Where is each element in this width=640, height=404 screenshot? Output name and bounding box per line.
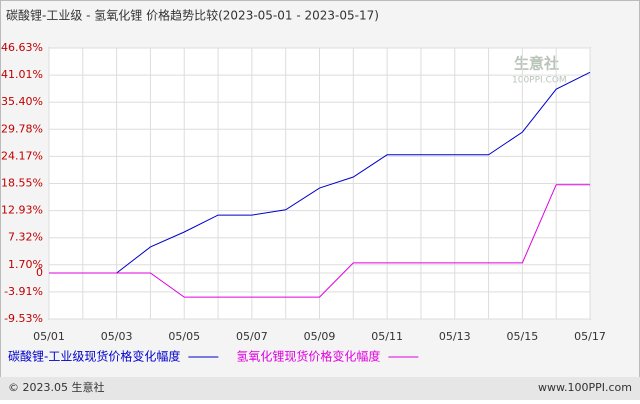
y-tick-label: 46.63% <box>1 41 43 54</box>
y-tick-label: 12.93% <box>1 204 43 217</box>
y-tick-label: 0 <box>36 266 43 279</box>
x-tick-label: 05/15 <box>507 330 539 343</box>
x-tick-label: 05/13 <box>439 330 471 343</box>
y-tick-label: 24.17% <box>1 149 43 162</box>
x-tick-label: 05/09 <box>304 330 336 343</box>
y-tick-label: 1.70% <box>8 258 43 271</box>
chart-title: 碳酸锂-工业级 - 氢氧化锂 价格趋势比较(2023-05-01 - 2023-… <box>6 8 379 23</box>
y-tick-label: 41.01% <box>1 68 43 81</box>
series-line <box>49 71 591 274</box>
x-tick-label: 05/07 <box>236 330 268 343</box>
watermark: 生意社 <box>514 55 559 73</box>
x-tick-label: 05/01 <box>33 330 65 343</box>
x-tick-label: 05/05 <box>168 330 200 343</box>
footer-text: www.100PPI.com <box>538 381 632 394</box>
x-tick-label: 05/11 <box>371 330 403 343</box>
y-tick-label: -3.91% <box>4 285 43 298</box>
y-tick-label: 29.78% <box>1 122 43 135</box>
y-tick-label: 7.32% <box>8 231 43 244</box>
y-tick-label: -9.53% <box>4 312 43 325</box>
footer-bar <box>0 377 640 400</box>
x-tick-label: 05/03 <box>101 330 133 343</box>
y-tick-label: 18.55% <box>1 177 43 190</box>
legend-label: 氢氧化锂现货价格变化幅度 <box>236 349 380 364</box>
x-tick-label: 05/17 <box>574 330 606 343</box>
legend-label: 碳酸锂-工业级现货价格变化幅度 <box>8 349 180 364</box>
y-tick-label: 35.40% <box>1 95 43 108</box>
watermark: 100PPI.COM <box>512 76 567 86</box>
series-line <box>49 184 590 298</box>
footer-text: © 2023.05 生意社 <box>8 380 104 394</box>
